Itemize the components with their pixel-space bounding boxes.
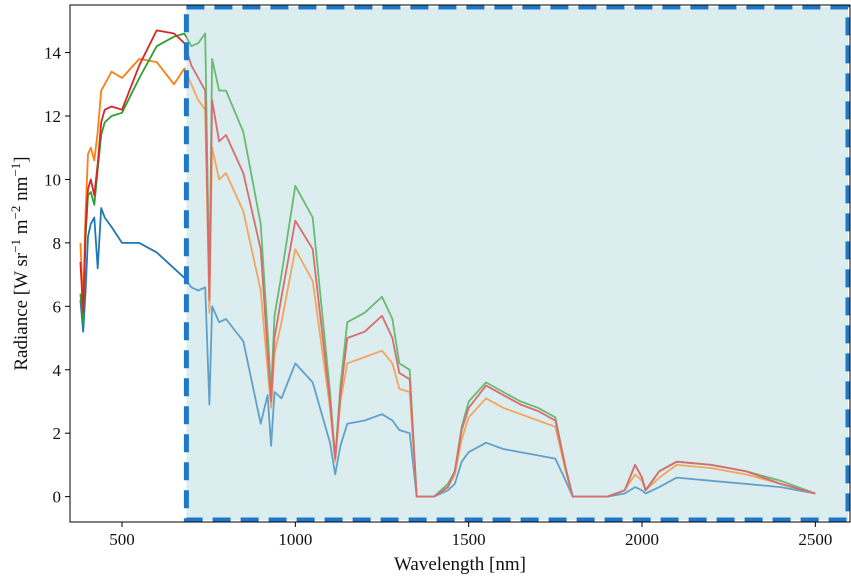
- y-axis-label-sup2: −2: [8, 206, 23, 220]
- x-tick-label: 2500: [798, 530, 832, 549]
- x-tick-label: 500: [109, 530, 135, 549]
- y-tick-label: 10: [44, 170, 61, 189]
- y-tick-label: 12: [44, 107, 61, 126]
- x-tick-label: 1000: [278, 530, 312, 549]
- y-axis-label-end: ]: [11, 156, 32, 162]
- y-axis-label-base: Radiance [W sr: [11, 252, 32, 370]
- y-tick-label: 14: [44, 44, 62, 63]
- x-tick-label: 1500: [452, 530, 486, 549]
- highlight-region-fill: [186, 7, 848, 520]
- y-tick-label: 0: [53, 488, 62, 507]
- y-tick-label: 6: [53, 297, 62, 316]
- axis-ticks: 500 1000 1500 2000 2500 0 2 4 6 8 10 12 14: [44, 44, 832, 549]
- y-axis-label-sup1: −1: [8, 239, 23, 253]
- x-axis-label: Wavelength [nm]: [394, 554, 526, 575]
- y-axis-label: Radiance [W sr−1 m−2 nm−1]: [8, 156, 33, 370]
- y-axis-label-sup3: −1: [8, 163, 23, 177]
- series-lines-layer: [79, 7, 848, 520]
- y-axis-label-mid2: nm: [11, 176, 32, 205]
- y-axis-label-mid: m: [11, 219, 32, 239]
- plot-frame: [69, 4, 851, 523]
- axes-frame: [69, 4, 851, 523]
- highlight-region-layer: [186, 7, 848, 520]
- y-tick-label: 8: [53, 234, 62, 253]
- highlight-region-overlay: [186, 7, 848, 520]
- y-tick-label: 2: [53, 424, 62, 443]
- x-tick-label: 2000: [625, 530, 659, 549]
- y-tick-label: 4: [53, 361, 62, 380]
- series-line-4: [79, 29, 816, 498]
